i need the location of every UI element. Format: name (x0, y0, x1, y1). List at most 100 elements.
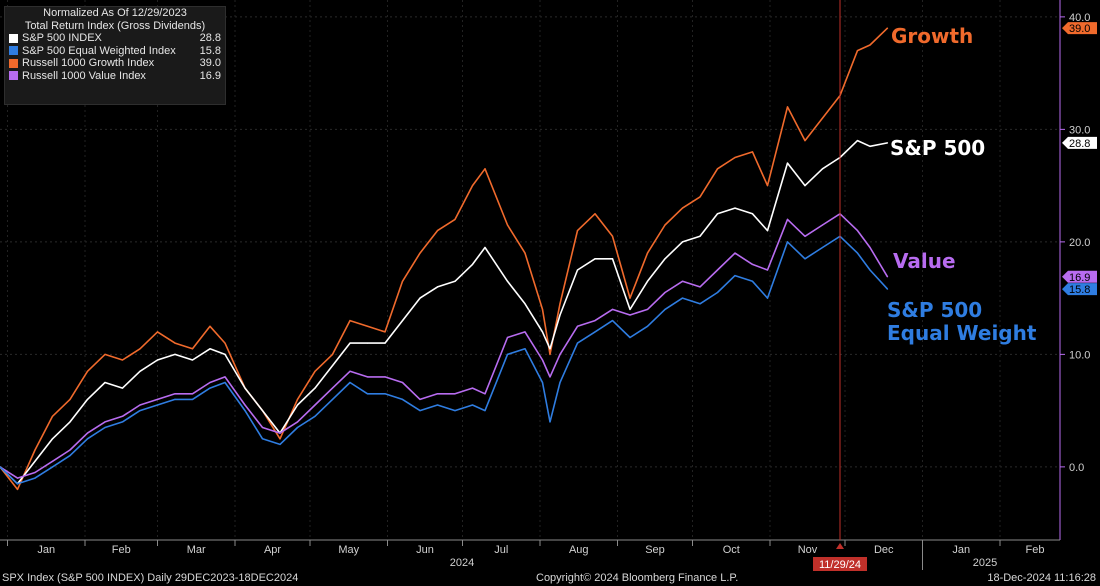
data-point (594, 258, 596, 260)
data-point (104, 426, 106, 429)
data-point (856, 140, 859, 142)
data-point (104, 353, 106, 355)
data-point (611, 308, 614, 310)
x-tick-label: Mar (187, 544, 206, 556)
data-point (51, 415, 54, 417)
x-tick-label: Aug (569, 544, 589, 556)
data-point (244, 404, 246, 406)
data-point (366, 376, 369, 378)
data-point (506, 353, 509, 355)
value-annotation: Value (893, 249, 956, 273)
data-point (856, 230, 859, 232)
y-tick-label: 20.0 (1069, 237, 1090, 249)
data-point (664, 291, 666, 294)
data-point (454, 410, 456, 412)
data-point (559, 381, 561, 384)
x-tick-label: Jan (37, 544, 55, 556)
y-tick-label: 30.0 (1069, 124, 1090, 136)
legend-swatch (9, 71, 18, 81)
last-value-label: 28.8 (1069, 138, 1090, 150)
data-point (886, 27, 889, 29)
data-point (139, 404, 141, 406)
series-line (0, 213, 889, 479)
footer-timestamp: 18-Dec-2024 11:16:28 (987, 572, 1096, 584)
data-point (576, 269, 579, 271)
data-point (69, 455, 71, 457)
data-point (34, 471, 36, 474)
data-point (681, 241, 684, 243)
data-point (559, 303, 561, 305)
data-point (664, 224, 666, 226)
x-tick-label: Feb (1026, 544, 1045, 556)
y-tick-label: 40.0 (1069, 12, 1090, 24)
data-point (279, 432, 281, 434)
data-point (541, 331, 544, 333)
data-point (366, 393, 369, 395)
equal-weight-annotation-line1: S&P 500 (887, 298, 982, 322)
data-point (139, 370, 141, 372)
data-point (314, 404, 316, 406)
data-point (34, 460, 36, 462)
data-point (869, 145, 871, 147)
legend: Normalized As Of 12/29/2023 Total Return… (4, 6, 226, 105)
legend-item-name: Russell 1000 Value Index (22, 69, 146, 82)
legend-title-line2: Total Return Index (Gross Dividends) (24, 19, 206, 32)
data-point (174, 393, 176, 395)
data-point (716, 291, 719, 294)
data-point (16, 483, 19, 485)
data-point (766, 297, 769, 299)
data-point (436, 286, 439, 288)
data-point (821, 224, 824, 226)
x-tick-label: Jun (416, 544, 434, 556)
x-tick-label: Dec (874, 544, 894, 556)
data-point (804, 185, 806, 187)
data-point (209, 325, 211, 327)
data-point (804, 258, 806, 260)
data-point (524, 252, 526, 254)
data-point (224, 381, 226, 384)
data-point (484, 410, 486, 412)
data-point (384, 342, 386, 344)
y-tick-label: 0.0 (1069, 462, 1084, 474)
data-point (629, 308, 631, 310)
data-point (261, 426, 264, 429)
data-point (86, 370, 89, 372)
data-point (471, 404, 474, 406)
data-point (629, 336, 631, 339)
data-point (856, 50, 859, 52)
data-point (436, 404, 439, 406)
data-point (104, 421, 106, 423)
last-value-tag (1062, 270, 1097, 283)
data-point (86, 432, 89, 434)
data-point (629, 297, 631, 299)
legend-item-value: 39.0 (199, 57, 221, 69)
data-point (419, 398, 421, 400)
data-point (139, 410, 141, 412)
x-tick-label: Sep (645, 544, 665, 556)
data-point (349, 320, 351, 322)
data-point (594, 331, 596, 333)
data-point (751, 213, 754, 215)
data-point (69, 421, 71, 423)
data-point (664, 258, 666, 260)
data-point (401, 320, 404, 322)
data-point (821, 117, 824, 119)
data-point (51, 438, 54, 440)
data-point (681, 297, 684, 299)
data-point (156, 359, 159, 361)
data-point (576, 325, 579, 327)
data-point (541, 381, 544, 384)
data-point (314, 415, 316, 417)
data-point (86, 438, 89, 440)
data-point (886, 276, 889, 278)
data-point (786, 218, 789, 220)
data-point (786, 106, 789, 108)
data-point (209, 387, 211, 389)
data-point (384, 331, 386, 333)
data-point (224, 376, 226, 378)
data-point (821, 246, 824, 249)
data-point (549, 376, 551, 378)
data-point (506, 280, 509, 282)
legend-title-line1: Normalized As Of 12/29/2023 (43, 7, 187, 19)
data-point (224, 342, 226, 344)
